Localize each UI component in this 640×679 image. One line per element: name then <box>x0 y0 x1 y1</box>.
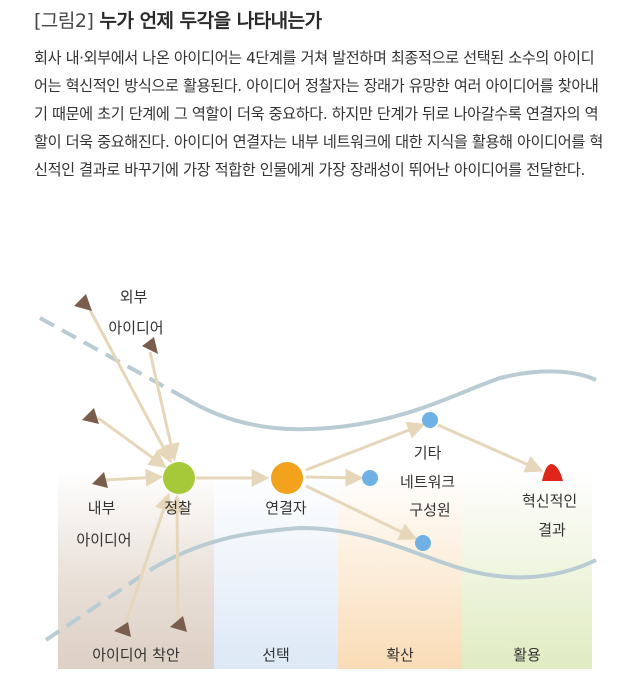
figure-title: [그림2] 누가 언제 두각을 나타내는가 <box>34 6 322 33</box>
funnel-lower-dashed <box>44 568 152 642</box>
internal-ideas-label: 내부 아이디어 <box>76 499 131 549</box>
idea-triangle-icon <box>170 616 187 632</box>
network-node <box>415 535 431 551</box>
funnel-upper-line <box>183 369 597 432</box>
arrow-bottom-2 <box>168 494 187 621</box>
idea-triangle-icon <box>142 337 158 354</box>
stage-label-diffusion: 확산 <box>386 646 414 664</box>
idea-triangle-icon <box>114 622 131 637</box>
funnel-lower-line <box>148 525 597 580</box>
stage-label-selection: 선택 <box>262 646 290 664</box>
other-network-line: 기타 <box>414 444 442 462</box>
funnel-upper-dashed <box>39 316 186 400</box>
connector-node <box>271 462 303 494</box>
flow-arrows <box>88 309 544 623</box>
other-network-label: 기타 네트워크 구성원 <box>400 444 460 519</box>
idea-triangle-icon <box>92 472 108 488</box>
stage-band-selection <box>214 470 338 669</box>
figure-title-text: 누가 언제 두각을 나타내는가 <box>99 10 323 32</box>
external-ideas-label: 외부 아이디어 <box>108 288 163 337</box>
stage-label-use: 활용 <box>513 646 541 664</box>
idea-triangles <box>74 294 187 637</box>
stage-label-ideation: 아이디어 착안 <box>92 646 180 664</box>
result-label: 혁신적인 결과 <box>522 492 582 539</box>
result-node <box>542 463 563 481</box>
scout-label: 정찰 <box>164 499 192 517</box>
scout-node <box>163 462 195 494</box>
figure-tag: [그림2] <box>34 10 94 32</box>
arrow-internal-2 <box>103 468 164 487</box>
arrow-external-1 <box>88 309 172 464</box>
result-line: 혁신적인 <box>522 492 577 510</box>
arrow-internal-1 <box>97 416 167 469</box>
arrow-connector-mid <box>305 468 364 487</box>
network-node <box>422 412 438 428</box>
external-ideas-line: 외부 <box>120 288 148 306</box>
internal-ideas-line: 아이디어 <box>76 531 131 549</box>
arrow-connector-top <box>305 421 426 472</box>
arrow-external-2 <box>148 351 180 462</box>
external-ideas-line: 아이디어 <box>108 319 163 337</box>
figure-description: 회사 내·외부에서 나온 아이디어는 4단계를 거쳐 발전하며 최종적으로 선택… <box>34 49 603 179</box>
connector-label: 연결자 <box>265 499 307 517</box>
network-node <box>362 470 378 486</box>
idea-triangle-icon <box>82 408 99 424</box>
idea-triangle-icon <box>74 294 92 311</box>
stage-band-diffusion <box>338 470 462 669</box>
arrow-connector-bottom <box>305 484 418 540</box>
result-line: 결과 <box>538 521 566 539</box>
other-network-line: 네트워크 <box>400 473 455 491</box>
internal-ideas-line: 내부 <box>88 499 116 517</box>
arrow-bottom-1 <box>124 492 172 623</box>
other-network-line: 구성원 <box>409 501 450 519</box>
stage-band-ideation <box>58 470 214 669</box>
arrow-network-result <box>437 423 544 473</box>
